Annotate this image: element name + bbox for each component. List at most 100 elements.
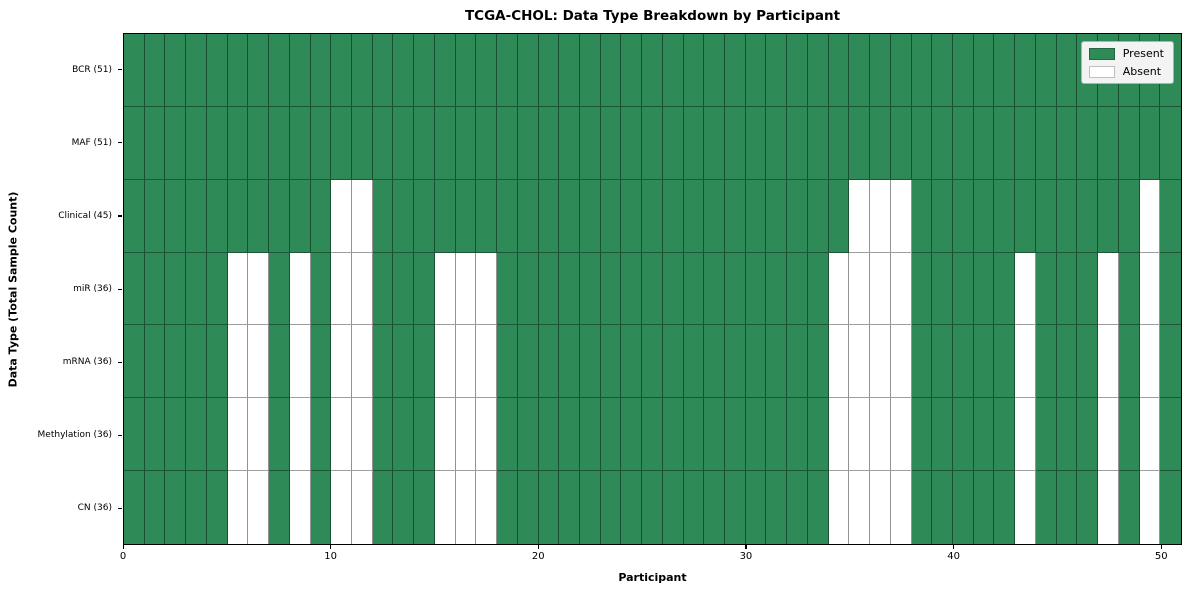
heatmap-cell: [704, 34, 726, 107]
heatmap-cell: [870, 325, 891, 399]
y-tick-mark: [118, 361, 122, 363]
heatmap-cell: [186, 471, 207, 544]
heatmap-cell: [662, 325, 684, 399]
heatmap-cell: [393, 471, 415, 544]
x-tick-label: 30: [739, 551, 753, 562]
heatmap-cell: [372, 325, 394, 399]
heatmap-cell: [849, 398, 871, 472]
heatmap-cell: [1035, 398, 1057, 472]
heatmap-cell: [642, 398, 663, 472]
legend-item-present: Present: [1088, 47, 1164, 60]
heatmap-cell: [206, 34, 228, 107]
heatmap-cell: [745, 398, 767, 472]
heatmap-cell: [642, 34, 663, 107]
heatmap-cell: [890, 252, 912, 326]
heatmap-cell: [144, 252, 166, 326]
heatmap-cell: [704, 325, 726, 399]
heatmap-cell: [579, 34, 601, 107]
heatmap-cell: [1056, 34, 1078, 107]
heatmap-cell: [559, 106, 580, 180]
plot-area: Present Absent: [123, 33, 1182, 545]
heatmap-cell: [269, 34, 290, 107]
heatmap-cell: [953, 398, 974, 472]
heatmap-cell: [393, 325, 415, 399]
heatmap-cell: [1056, 325, 1078, 399]
heatmap-cell: [455, 106, 477, 180]
x-tick-mark: [537, 545, 539, 549]
heatmap-cell: [144, 106, 166, 180]
heatmap-cell: [1077, 398, 1099, 472]
y-tick-mark: [118, 142, 122, 144]
heatmap-cell: [1077, 325, 1099, 399]
heatmap-cell: [621, 398, 643, 472]
heatmap-cell: [372, 471, 394, 544]
heatmap-cell: [828, 252, 850, 326]
heatmap-cell: [517, 398, 539, 472]
heatmap-cell: [289, 398, 311, 472]
heatmap-cell: [642, 325, 663, 399]
heatmap-cell: [600, 471, 622, 544]
heatmap-cell: [1139, 252, 1161, 326]
heatmap-cell: [393, 106, 415, 180]
heatmap-cell: [165, 179, 187, 253]
heatmap-cell: [766, 34, 788, 107]
y-tick-label: Clinical (45): [58, 210, 112, 221]
heatmap-cell: [434, 106, 456, 180]
heatmap-cell: [289, 325, 311, 399]
y-tick-mark: [118, 69, 122, 71]
heatmap-cell: [787, 252, 808, 326]
heatmap-cell: [310, 106, 332, 180]
heatmap-cell: [807, 252, 829, 326]
heatmap-cell: [331, 179, 352, 253]
heatmap-cell: [248, 398, 270, 472]
heatmap-cell: [186, 106, 207, 180]
heatmap-cell: [538, 34, 560, 107]
heatmap-cell: [849, 106, 871, 180]
heatmap-cell: [870, 252, 891, 326]
heatmap-cell: [579, 471, 601, 544]
heatmap-cell: [414, 325, 435, 399]
heatmap-cell: [621, 252, 643, 326]
heatmap-cell: [227, 398, 249, 472]
heatmap-cell: [870, 34, 891, 107]
heatmap-cell: [1077, 179, 1099, 253]
heatmap-cell: [165, 398, 187, 472]
legend-item-absent: Absent: [1088, 65, 1164, 78]
heatmap-cell: [870, 179, 891, 253]
heatmap-cell: [932, 106, 954, 180]
heatmap-cell: [517, 325, 539, 399]
heatmap-cell: [393, 34, 415, 107]
heatmap-cell: [662, 252, 684, 326]
heatmap-cell: [165, 471, 187, 544]
heatmap-cell: [787, 106, 808, 180]
heatmap-cell: [911, 179, 933, 253]
heatmap-cell: [206, 471, 228, 544]
heatmap-cell: [1035, 106, 1057, 180]
heatmap-cell: [1077, 471, 1099, 544]
heatmap-cell: [497, 179, 518, 253]
heatmap-cell: [787, 325, 808, 399]
heatmap-cell: [973, 398, 995, 472]
x-tick-mark: [122, 545, 124, 549]
heatmap-cell: [683, 34, 705, 107]
heatmap-cell: [351, 471, 373, 544]
heatmap-cell: [1035, 34, 1057, 107]
heatmap-cell: [642, 471, 663, 544]
heatmap-cell: [1015, 398, 1036, 472]
heatmap-cell: [683, 106, 705, 180]
heatmap-cell: [890, 471, 912, 544]
heatmap-cell: [227, 471, 249, 544]
heatmap-cell: [455, 34, 477, 107]
heatmap-cell: [165, 325, 187, 399]
heatmap-cell: [414, 471, 435, 544]
heatmap-cell: [455, 179, 477, 253]
heatmap-cell: [725, 325, 746, 399]
heatmap-cell: [206, 179, 228, 253]
heatmap-cell: [124, 471, 145, 544]
heatmap-cell: [227, 252, 249, 326]
heatmap-cell: [973, 252, 995, 326]
heatmap-cell: [538, 106, 560, 180]
chart-title: TCGA-CHOL: Data Type Breakdown by Partic…: [464, 8, 841, 24]
heatmap-cell: [269, 106, 290, 180]
heatmap-cell: [704, 179, 726, 253]
